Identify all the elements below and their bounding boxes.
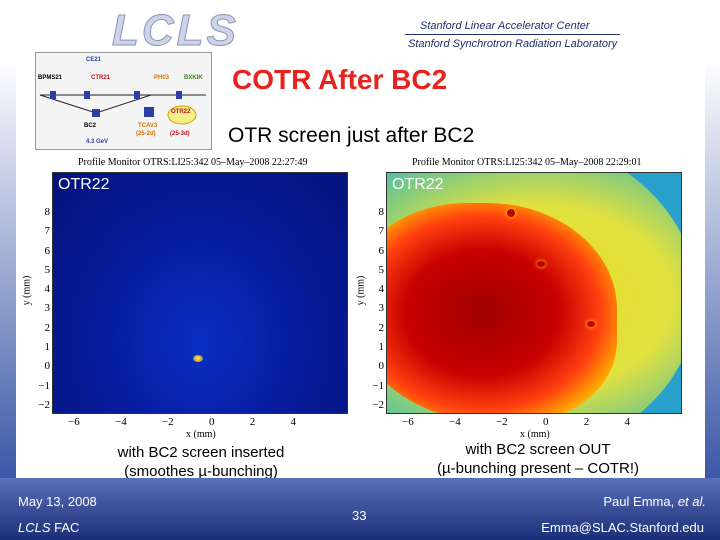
footer-org-italic: LCLS: [18, 520, 51, 535]
x-tick: 2: [249, 416, 256, 428]
header-divider: [405, 34, 620, 35]
y-tick: 4: [378, 283, 385, 296]
plot-right-x-ticks: −6 −4 −2 0 2 4: [402, 416, 630, 428]
footer-date: May 13, 2008: [18, 494, 97, 509]
plot-left-xlabel: x (mm): [186, 429, 216, 440]
caption-right-line2: (µ-bunching present – COTR!): [436, 460, 640, 477]
plot-left-label: OTR22: [58, 176, 110, 193]
y-tick: 7: [44, 225, 51, 238]
x-tick: 4: [290, 416, 296, 428]
y-tick: 0: [378, 360, 385, 373]
slide-footer: May 13, 2008 LCLS FAC 33 Paul Emma, et a…: [0, 478, 720, 540]
lab-name-slac: Stanford Linear Accelerator Center: [420, 20, 590, 32]
right-decor-bar: [705, 60, 720, 480]
caption-left-line1: with BC2 screen inserted: [117, 444, 285, 461]
y-tick: 3: [44, 302, 51, 315]
schem-label-energy: 4.3 GeV: [86, 139, 109, 145]
plot-left-x-ticks: −6 −4 −2 0 2 4: [68, 416, 296, 428]
schem-label-tcav3-sector: (25-2d): [136, 131, 156, 137]
y-tick: 6: [44, 244, 51, 257]
x-tick: 2: [583, 416, 590, 428]
schem-label-bc2: BC2: [84, 123, 97, 129]
plot-right-image: [386, 172, 682, 414]
y-tick: 1: [378, 341, 385, 354]
schem-label-bpms21: BPMS21: [38, 75, 63, 81]
plot-left-ylabel: y (mm): [21, 275, 33, 306]
schem-label-ph03: PH03: [154, 75, 170, 81]
y-tick: 5: [378, 263, 385, 276]
lcls-logo: LCLS: [112, 6, 239, 56]
author-name: Paul Emma,: [603, 494, 678, 509]
schematic-drawing: [39, 91, 206, 125]
lab-name-ssrl: Stanford Synchrotron Radiation Laborator…: [408, 38, 618, 50]
schem-label-tcav3: TCAV3: [138, 123, 158, 129]
hot-spot: [587, 321, 595, 327]
y-tick: 0: [44, 360, 51, 373]
y-tick: 8: [378, 206, 385, 218]
y-tick: 2: [44, 321, 51, 334]
y-tick: −2: [38, 398, 50, 411]
y-tick: −1: [38, 379, 50, 392]
y-tick: 5: [44, 263, 51, 276]
x-tick: 4: [624, 416, 630, 428]
schem-label-ce21: CE21: [86, 57, 102, 63]
y-tick: 7: [378, 225, 385, 238]
slide-header: LCLS Stanford Linear Accelerator Center …: [0, 0, 720, 60]
y-tick: 4: [44, 283, 51, 296]
schem-label-ctr21: CTR21: [91, 75, 111, 81]
y-tick: −2: [372, 398, 384, 411]
x-tick: −4: [114, 416, 127, 428]
hot-spot: [507, 209, 515, 217]
x-tick: −6: [68, 416, 80, 428]
y-tick: 3: [378, 302, 385, 315]
y-tick: 2: [378, 321, 385, 334]
plot-right-label: OTR22: [392, 176, 444, 193]
plot-right-ylabel: y (mm): [355, 275, 367, 306]
caption-left: with BC2 screen inserted (smoothes µ-bun…: [86, 443, 316, 481]
plot-left-y-ticks: 8 7 6 5 4 3 2 1 0 −1 −2: [38, 206, 50, 411]
x-tick: 0: [542, 416, 549, 428]
y-tick: 1: [44, 341, 51, 354]
page-number: 33: [352, 508, 367, 523]
hot-spot: [537, 261, 545, 267]
plot-right-y-ticks: 8 7 6 5 4 3 2 1 0 −1 −2: [372, 206, 384, 411]
x-tick: −4: [448, 416, 461, 428]
plot-left-header: Profile Monitor OTRS:LI25:342 05–May–200…: [78, 157, 308, 168]
caption-left-line2: (smoothes µ-bunching): [124, 463, 278, 480]
beam-spot: [193, 355, 203, 362]
author-etal: et al.: [677, 494, 706, 509]
slide-title: COTR After BC2: [232, 64, 448, 95]
schem-label-otr22: OTR22: [171, 109, 191, 115]
caption-right: with BC2 screen OUT (µ-bunching present …: [398, 440, 678, 478]
y-tick: −1: [372, 379, 384, 392]
footer-author: Paul Emma, et al.: [603, 494, 706, 509]
y-tick: 8: [44, 206, 51, 218]
x-tick: 0: [208, 416, 215, 428]
x-tick: −2: [161, 416, 174, 428]
author-email: Emma@SLAC.Stanford.edu: [541, 520, 704, 535]
plot-left-image: [52, 172, 348, 414]
x-tick: −2: [495, 416, 508, 428]
plot-right-xlabel: x (mm): [520, 429, 550, 440]
caption-right-line1: with BC2 screen OUT: [465, 441, 611, 458]
cotr-emission: [387, 203, 617, 413]
x-tick: −6: [402, 416, 414, 428]
schem-label-otr22-sector: (25-3d): [170, 131, 190, 137]
schem-label-bxkik: BXKIK: [184, 75, 203, 81]
footer-org-rest: FAC: [50, 520, 80, 535]
y-tick: 6: [378, 244, 385, 257]
plot-right-header: Profile Monitor OTRS:LI25:342 05–May–200…: [412, 157, 642, 168]
footer-org: LCLS FAC: [18, 520, 79, 535]
left-decor-bar: [0, 60, 16, 480]
beamline-schematic: CE21 BPMS21 CTR21 PH03 BXKIK BC2 TCAV3 (…: [35, 52, 212, 150]
slide-subtitle: OTR screen just after BC2: [228, 124, 475, 147]
